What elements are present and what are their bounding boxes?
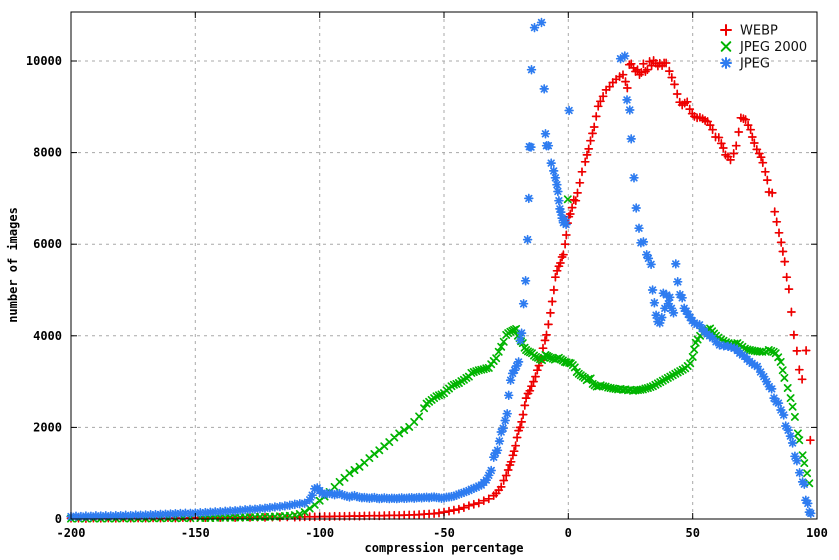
- y-tick-label: 0: [55, 512, 62, 526]
- x-tick-label: 100: [806, 526, 828, 540]
- legend-label: WEBP: [740, 24, 778, 39]
- legend-marker-plus: [720, 24, 732, 36]
- y-tick-label: 2000: [33, 420, 62, 434]
- y-tick-label: 8000: [33, 146, 62, 160]
- x-tick-label: 50: [685, 526, 699, 540]
- y-tick-label: 4000: [33, 329, 62, 343]
- series-jpeg-points: [66, 17, 816, 522]
- y-tick-label: 6000: [33, 237, 62, 251]
- tick-labels: 0 2000 4000 6000 8000 10000 -200 -150 -100 -50 0 50…: [26, 54, 828, 540]
- x-tick-label: 0: [565, 526, 572, 540]
- x-axis-title: compression percentage: [364, 541, 524, 555]
- x-tick-label: -100: [305, 526, 334, 540]
- series-webp-points: [66, 56, 815, 523]
- legend-marker-cross: [720, 41, 732, 52]
- y-tick-label: 10000: [26, 54, 62, 68]
- legend-label: JPEG: [739, 57, 770, 72]
- gridlines: [71, 12, 817, 519]
- legend-label: JPEG 2000: [739, 40, 807, 55]
- legend-marker-star: [720, 57, 732, 69]
- x-tick-label: -200: [57, 526, 86, 540]
- series-jpeg-2000-points: [67, 195, 814, 523]
- x-tick-label: -50: [433, 526, 455, 540]
- y-axis-title: number of images: [6, 207, 20, 323]
- axes: [70, 11, 818, 520]
- x-tick-label: -150: [181, 526, 210, 540]
